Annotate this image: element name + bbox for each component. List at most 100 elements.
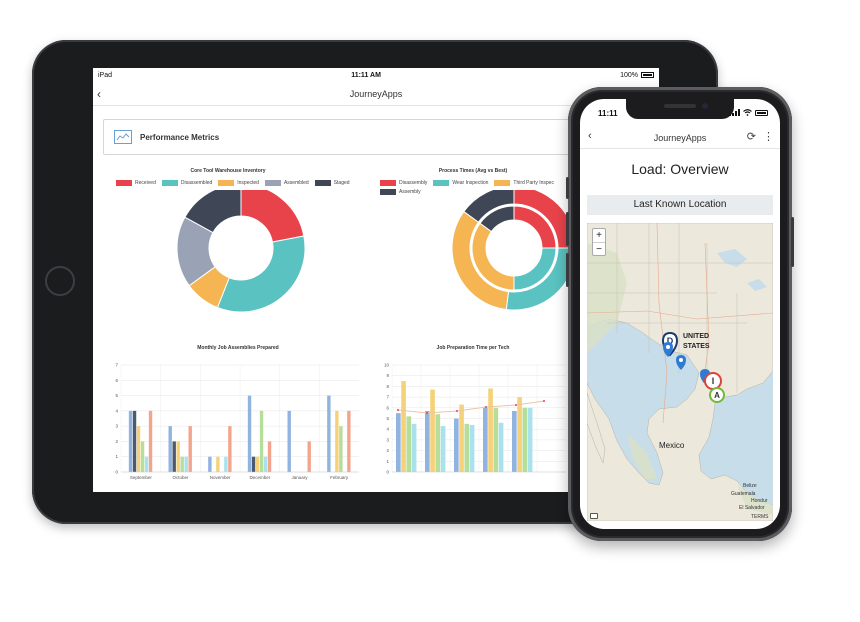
- y-tick-label: 1: [386, 459, 389, 464]
- map-label-united: UNITED: [683, 333, 710, 340]
- bar[interactable]: [184, 456, 188, 472]
- legend-label: Wear Inspection: [452, 180, 489, 186]
- legend-item[interactable]: Assembly: [380, 189, 421, 195]
- legend-item[interactable]: Wear Inspection: [433, 180, 488, 186]
- bar[interactable]: [287, 410, 291, 472]
- legend-item[interactable]: Disassembly: [380, 180, 427, 186]
- phone-app-title: JourneyApps: [653, 132, 707, 143]
- bar[interactable]: [327, 395, 331, 472]
- x-tick-label: December: [249, 475, 270, 480]
- monthly-chart-panel: Monthly Job Assemblies Prepared 7 6 5 4 3 2 1 0…: [103, 343, 373, 483]
- bar[interactable]: [228, 426, 232, 472]
- bar[interactable]: [208, 456, 212, 472]
- trend-point[interactable]: [397, 409, 399, 411]
- bar[interactable]: [307, 441, 311, 472]
- legend-item[interactable]: Third Party Inspec: [494, 180, 554, 186]
- bar[interactable]: [140, 441, 145, 472]
- y-tick-label: 5: [115, 393, 118, 398]
- y-tick-label: 3: [115, 424, 118, 429]
- bar[interactable]: [522, 407, 528, 472]
- trend-point[interactable]: [426, 412, 428, 414]
- bar[interactable]: [347, 410, 351, 472]
- bar[interactable]: [216, 456, 220, 472]
- bar[interactable]: [263, 456, 268, 472]
- y-tick-label: 0: [386, 470, 389, 475]
- bar[interactable]: [144, 456, 149, 472]
- back-icon[interactable]: ‹: [588, 130, 592, 142]
- home-button[interactable]: [45, 266, 75, 296]
- legend-item[interactable]: Received: [116, 180, 156, 186]
- trend-point[interactable]: [485, 406, 487, 408]
- x-tick-label: January: [291, 475, 308, 480]
- zoom-in-button[interactable]: +: [593, 229, 605, 243]
- performance-metrics-header[interactable]: Performance Metrics: [103, 119, 583, 155]
- legend-item[interactable]: Staged: [314, 180, 350, 186]
- donut-slice-outer[interactable]: [463, 190, 515, 223]
- bar[interactable]: [488, 388, 493, 472]
- more-icon[interactable]: ⋮: [763, 131, 774, 143]
- legend-item[interactable]: Assembled: [264, 180, 309, 186]
- map-marker-blue[interactable]: [676, 355, 686, 370]
- donut-slice-inner[interactable]: [479, 205, 515, 233]
- location-map[interactable]: D I: [587, 223, 773, 521]
- bar[interactable]: [136, 426, 141, 472]
- bar[interactable]: [435, 414, 441, 472]
- donut-slice[interactable]: [184, 190, 242, 234]
- bar[interactable]: [469, 424, 475, 472]
- bar[interactable]: [148, 410, 153, 472]
- bar[interactable]: [168, 426, 172, 472]
- y-tick-label: 7: [115, 363, 118, 368]
- bar[interactable]: [255, 456, 260, 472]
- bar[interactable]: [176, 441, 180, 472]
- legend-item[interactable]: Inspected: [218, 180, 259, 186]
- bar[interactable]: [454, 418, 459, 473]
- bar[interactable]: [335, 410, 339, 472]
- legend-item[interactable]: Disassembled: [161, 180, 212, 186]
- zoom-out-button[interactable]: −: [596, 244, 602, 255]
- map-terrain: D I: [587, 223, 773, 521]
- donut-slice[interactable]: [240, 190, 305, 243]
- sync-icon[interactable]: ⟳: [746, 131, 756, 143]
- map-marker-i[interactable]: I: [704, 372, 722, 390]
- bar[interactable]: [411, 423, 417, 472]
- bar[interactable]: [259, 410, 264, 472]
- bar[interactable]: [527, 407, 533, 472]
- page-title: Load: Overview: [631, 161, 729, 177]
- map-terms-link[interactable]: TERMS: [751, 514, 769, 520]
- bar[interactable]: [401, 381, 406, 472]
- trend-point[interactable]: [515, 404, 517, 406]
- bar[interactable]: [128, 410, 133, 472]
- bar[interactable]: [493, 407, 499, 472]
- trend-point[interactable]: [543, 400, 545, 402]
- bar[interactable]: [440, 425, 446, 472]
- bar[interactable]: [180, 456, 184, 472]
- donut-slice[interactable]: [216, 235, 306, 313]
- bar[interactable]: [188, 426, 192, 472]
- bar[interactable]: [406, 416, 412, 472]
- bar[interactable]: [430, 389, 435, 472]
- bar[interactable]: [224, 456, 228, 472]
- volume-up-button: [566, 212, 569, 246]
- bar[interactable]: [251, 456, 256, 472]
- bar[interactable]: [464, 423, 470, 472]
- back-icon[interactable]: ‹: [97, 87, 101, 101]
- bar[interactable]: [517, 397, 522, 472]
- bar[interactable]: [339, 426, 343, 472]
- bar[interactable]: [247, 395, 252, 472]
- donut-slice-outer[interactable]: [513, 190, 573, 249]
- trend-point[interactable]: [456, 410, 458, 412]
- y-tick-label: 7: [386, 395, 389, 400]
- bar[interactable]: [267, 441, 272, 472]
- keyboard-icon[interactable]: [590, 513, 598, 519]
- bar[interactable]: [459, 404, 464, 472]
- ipad-screen: iPad 11:11 AM 100% ‹ JourneyApps Perform…: [93, 68, 659, 492]
- map-marker-blue[interactable]: [663, 342, 673, 357]
- bar[interactable]: [132, 410, 137, 472]
- bar[interactable]: [498, 422, 504, 472]
- bar[interactable]: [425, 411, 430, 472]
- bar[interactable]: [172, 441, 176, 472]
- bar[interactable]: [483, 407, 488, 472]
- bar[interactable]: [396, 413, 401, 472]
- bar[interactable]: [512, 411, 517, 472]
- map-marker-a[interactable]: A: [709, 387, 725, 403]
